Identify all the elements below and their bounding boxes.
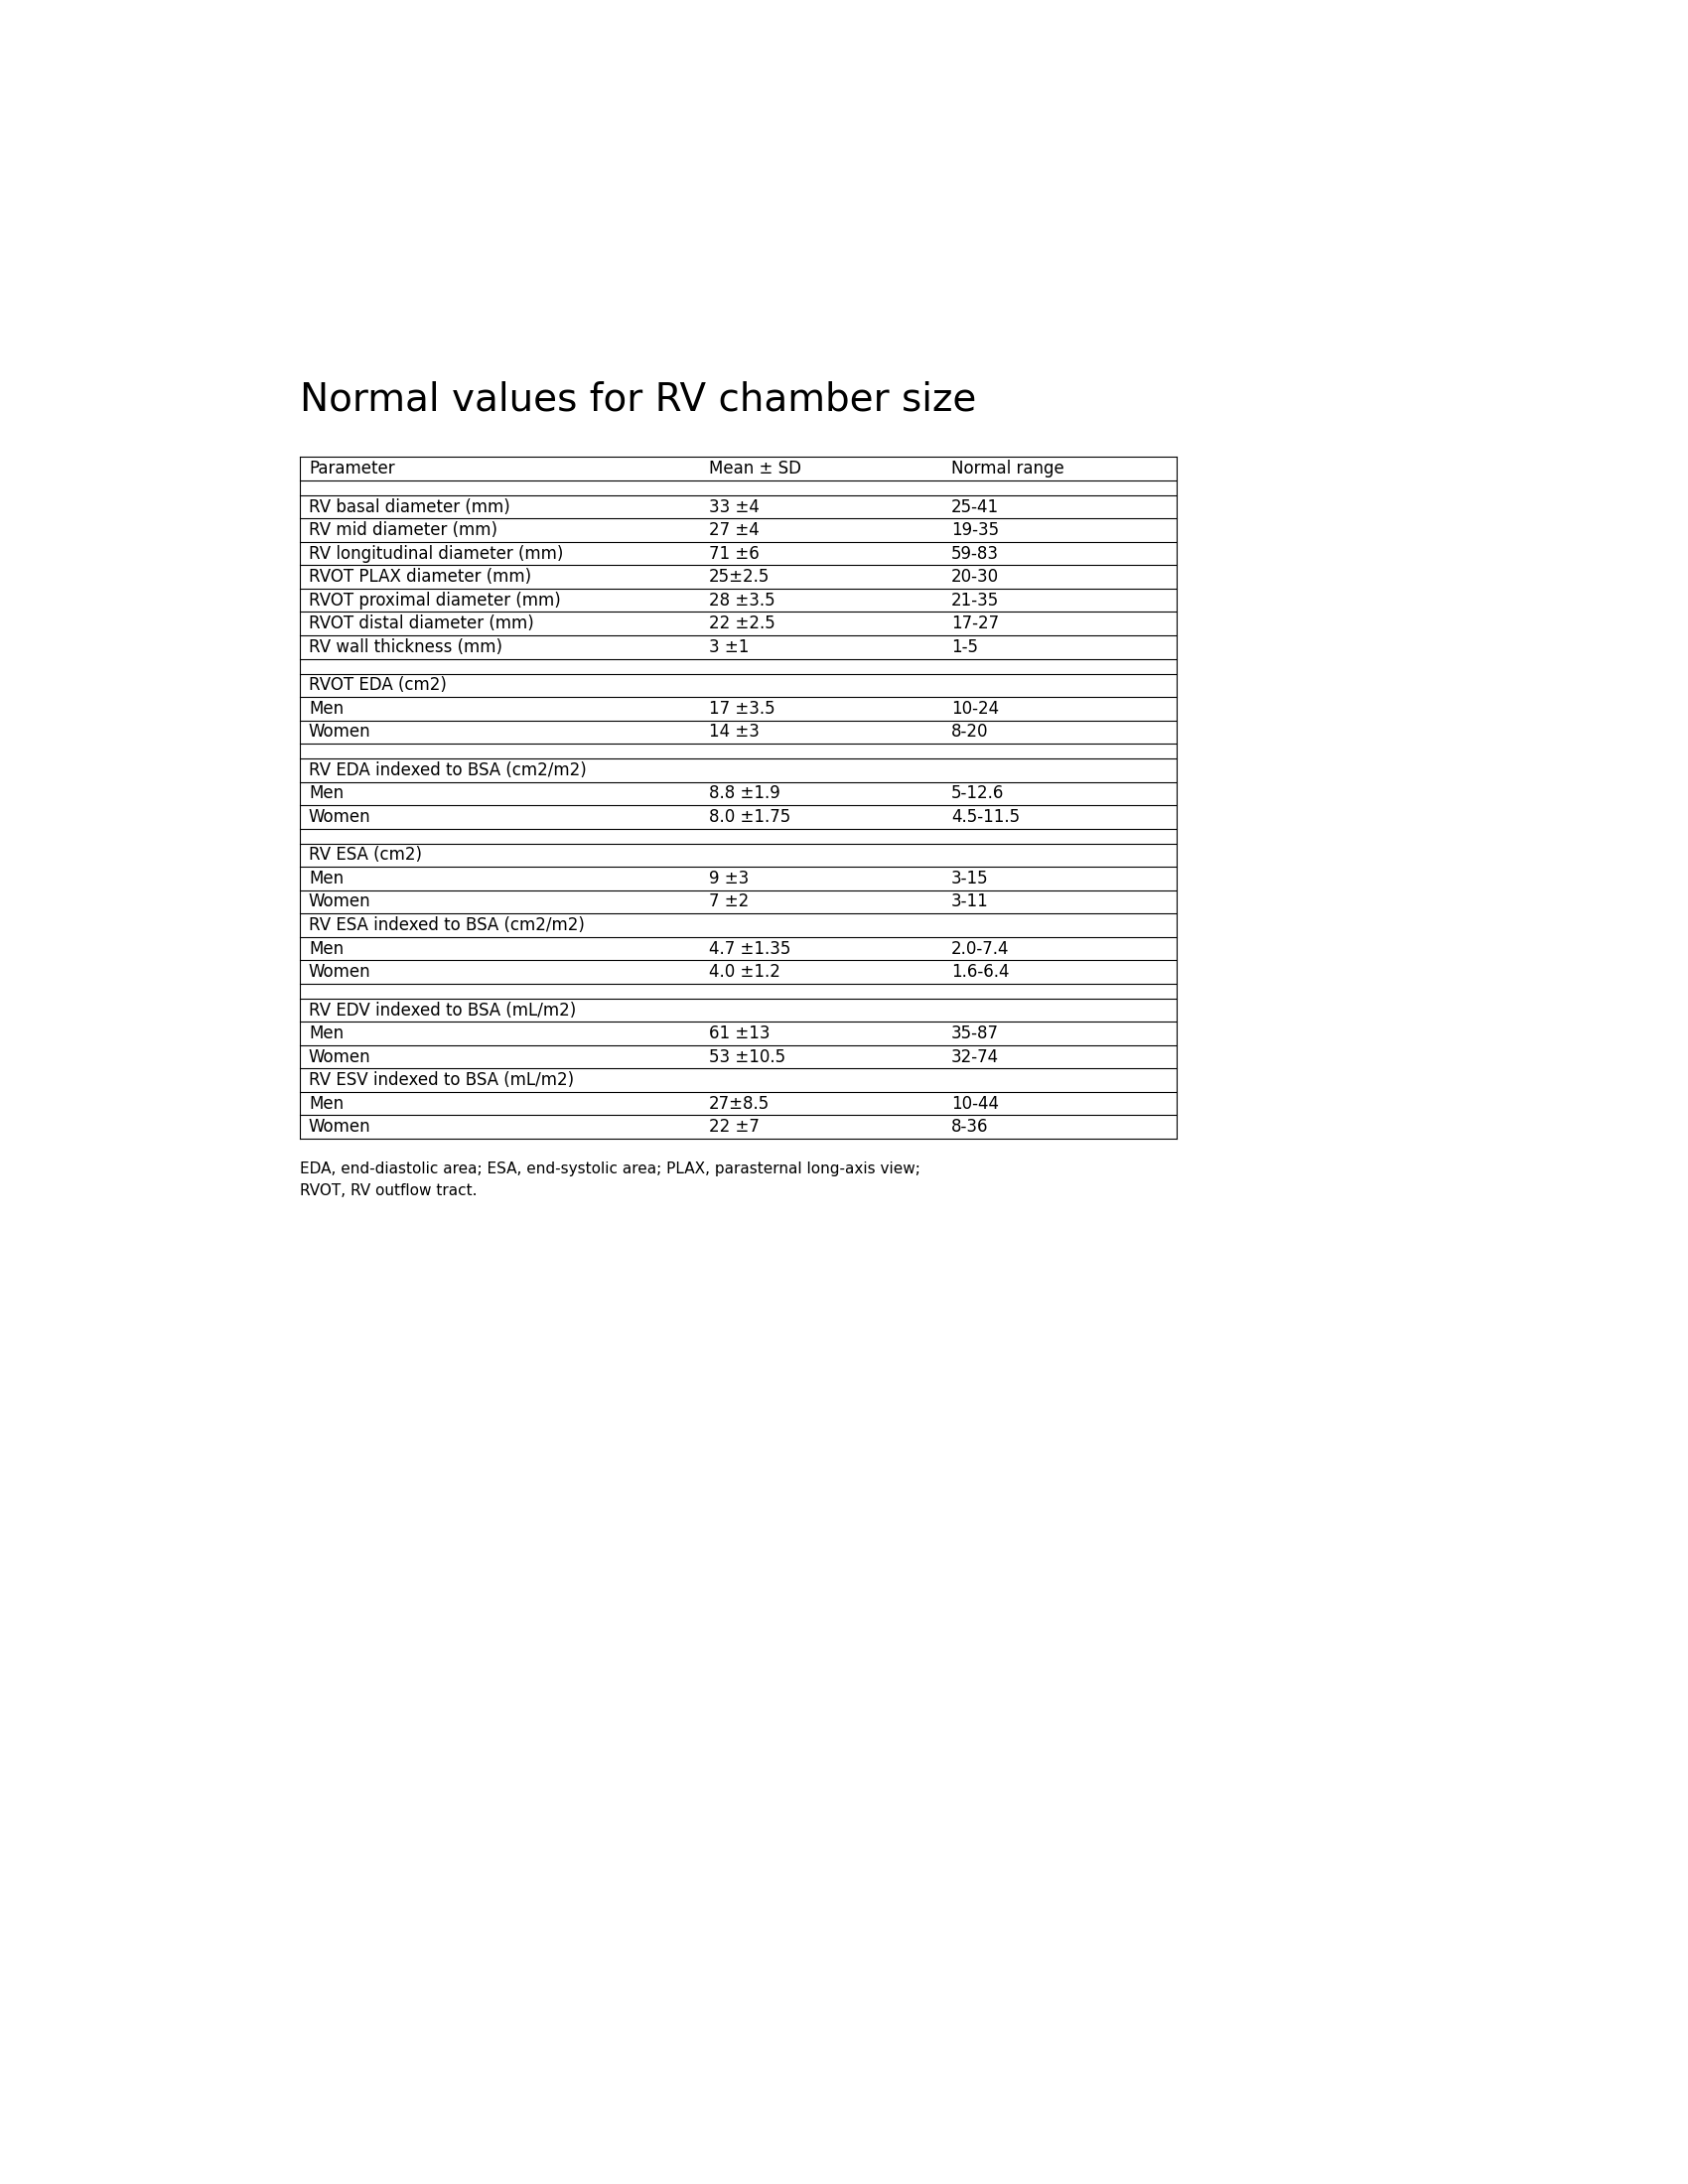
Text: RV mid diameter (mm): RV mid diameter (mm) (309, 522, 498, 539)
Text: 4.7 ±1.35: 4.7 ±1.35 (709, 939, 790, 957)
Text: 5-12.6: 5-12.6 (952, 784, 1004, 802)
Text: 7 ±2: 7 ±2 (709, 893, 749, 911)
Text: RV wall thickness (mm): RV wall thickness (mm) (309, 638, 503, 655)
Text: 27 ±4: 27 ±4 (709, 522, 760, 539)
Text: 33 ±4: 33 ±4 (709, 498, 760, 515)
Text: RV basal diameter (mm): RV basal diameter (mm) (309, 498, 510, 515)
Text: Women: Women (309, 963, 371, 981)
Text: 61 ±13: 61 ±13 (709, 1024, 770, 1042)
Text: 14 ±3: 14 ±3 (709, 723, 760, 740)
Text: RV ESA (cm2): RV ESA (cm2) (309, 845, 422, 865)
Text: 32-74: 32-74 (952, 1048, 999, 1066)
Text: 71 ±6: 71 ±6 (709, 544, 760, 563)
Text: 9 ±3: 9 ±3 (709, 869, 749, 887)
Text: RV ESV indexed to BSA (mL/m2): RV ESV indexed to BSA (mL/m2) (309, 1072, 574, 1090)
Text: RV EDA indexed to BSA (cm2/m2): RV EDA indexed to BSA (cm2/m2) (309, 762, 586, 780)
Text: Women: Women (309, 808, 371, 826)
Text: Women: Women (309, 1048, 371, 1066)
Text: RVOT PLAX diameter (mm): RVOT PLAX diameter (mm) (309, 568, 532, 585)
Text: 3-11: 3-11 (952, 893, 989, 911)
Text: RVOT proximal diameter (mm): RVOT proximal diameter (mm) (309, 592, 560, 609)
Text: 8-36: 8-36 (952, 1118, 989, 1136)
Text: 19-35: 19-35 (952, 522, 999, 539)
Text: 59-83: 59-83 (952, 544, 999, 563)
Text: Men: Men (309, 869, 344, 887)
Text: Women: Women (309, 893, 371, 911)
Text: Men: Men (309, 699, 344, 719)
Text: Women: Women (309, 723, 371, 740)
Text: 53 ±10.5: 53 ±10.5 (709, 1048, 785, 1066)
Text: RVOT distal diameter (mm): RVOT distal diameter (mm) (309, 614, 533, 633)
Text: 3 ±1: 3 ±1 (709, 638, 749, 655)
Text: 27±8.5: 27±8.5 (709, 1094, 770, 1112)
Text: 8-20: 8-20 (952, 723, 989, 740)
Text: 4.0 ±1.2: 4.0 ±1.2 (709, 963, 780, 981)
Text: 8.0 ±1.75: 8.0 ±1.75 (709, 808, 790, 826)
Text: 3-15: 3-15 (952, 869, 989, 887)
Text: 10-44: 10-44 (952, 1094, 999, 1112)
Text: Men: Men (309, 1024, 344, 1042)
Text: Parameter: Parameter (309, 461, 395, 478)
Text: Normal values for RV chamber size: Normal values for RV chamber size (299, 380, 976, 419)
Text: RV ESA indexed to BSA (cm2/m2): RV ESA indexed to BSA (cm2/m2) (309, 917, 584, 935)
Text: RV EDV indexed to BSA (mL/m2): RV EDV indexed to BSA (mL/m2) (309, 1000, 576, 1020)
Text: Women: Women (309, 1118, 371, 1136)
Text: RV longitudinal diameter (mm): RV longitudinal diameter (mm) (309, 544, 564, 563)
Text: Men: Men (309, 1094, 344, 1112)
Text: 2.0-7.4: 2.0-7.4 (952, 939, 1009, 957)
Text: Normal range: Normal range (952, 461, 1063, 478)
Text: 22 ±2.5: 22 ±2.5 (709, 614, 775, 633)
Text: RVOT EDA (cm2): RVOT EDA (cm2) (309, 677, 447, 695)
Text: 10-24: 10-24 (952, 699, 999, 719)
Text: 25-41: 25-41 (952, 498, 999, 515)
Text: 4.5-11.5: 4.5-11.5 (952, 808, 1020, 826)
Text: 21-35: 21-35 (952, 592, 999, 609)
Text: Men: Men (309, 939, 344, 957)
Text: EDA, end-diastolic area; ESA, end-systolic area; PLAX, parasternal long-axis vie: EDA, end-diastolic area; ESA, end-systol… (299, 1162, 920, 1199)
Text: 25±2.5: 25±2.5 (709, 568, 770, 585)
Text: 17-27: 17-27 (952, 614, 999, 633)
Text: 28 ±3.5: 28 ±3.5 (709, 592, 775, 609)
Text: 1.6-6.4: 1.6-6.4 (952, 963, 1009, 981)
Text: 22 ±7: 22 ±7 (709, 1118, 760, 1136)
Text: 8.8 ±1.9: 8.8 ±1.9 (709, 784, 780, 802)
Text: Mean ± SD: Mean ± SD (709, 461, 802, 478)
Text: 20-30: 20-30 (952, 568, 999, 585)
Text: 17 ±3.5: 17 ±3.5 (709, 699, 775, 719)
Text: Men: Men (309, 784, 344, 802)
Text: 35-87: 35-87 (952, 1024, 999, 1042)
Text: 1-5: 1-5 (952, 638, 977, 655)
